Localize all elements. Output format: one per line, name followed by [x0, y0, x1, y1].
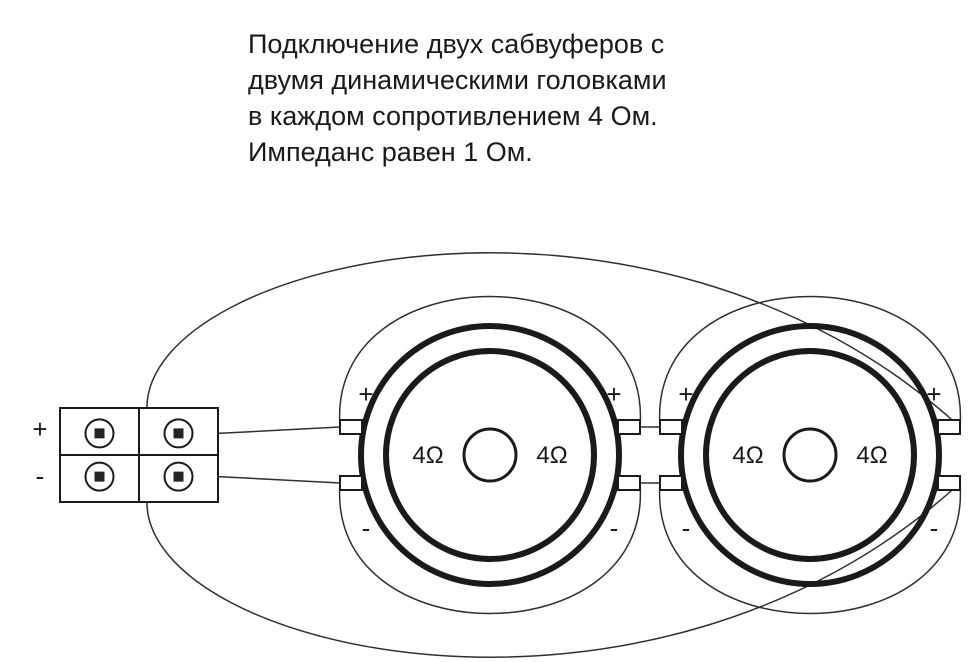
svg-text:-: -	[682, 513, 691, 543]
svg-text:+: +	[678, 379, 693, 409]
svg-text:-: -	[362, 513, 371, 543]
coil-ohm-right: 4Ω	[856, 442, 887, 469]
svg-text:+: +	[606, 379, 621, 409]
svg-text:+: +	[32, 414, 47, 444]
coil-ohm-right: 4Ω	[536, 442, 567, 469]
svg-text:-: -	[610, 513, 619, 543]
coil-ohm-left: 4Ω	[732, 442, 763, 469]
coil-ohm-left: 4Ω	[412, 442, 443, 469]
svg-text:+: +	[358, 379, 373, 409]
wiring-diagram: + - 4Ω 4Ω + + - - 4Ω 4Ω + + - -	[0, 0, 974, 662]
svg-text:-: -	[36, 461, 45, 491]
svg-text:-: -	[930, 513, 939, 543]
svg-text:+: +	[926, 379, 941, 409]
